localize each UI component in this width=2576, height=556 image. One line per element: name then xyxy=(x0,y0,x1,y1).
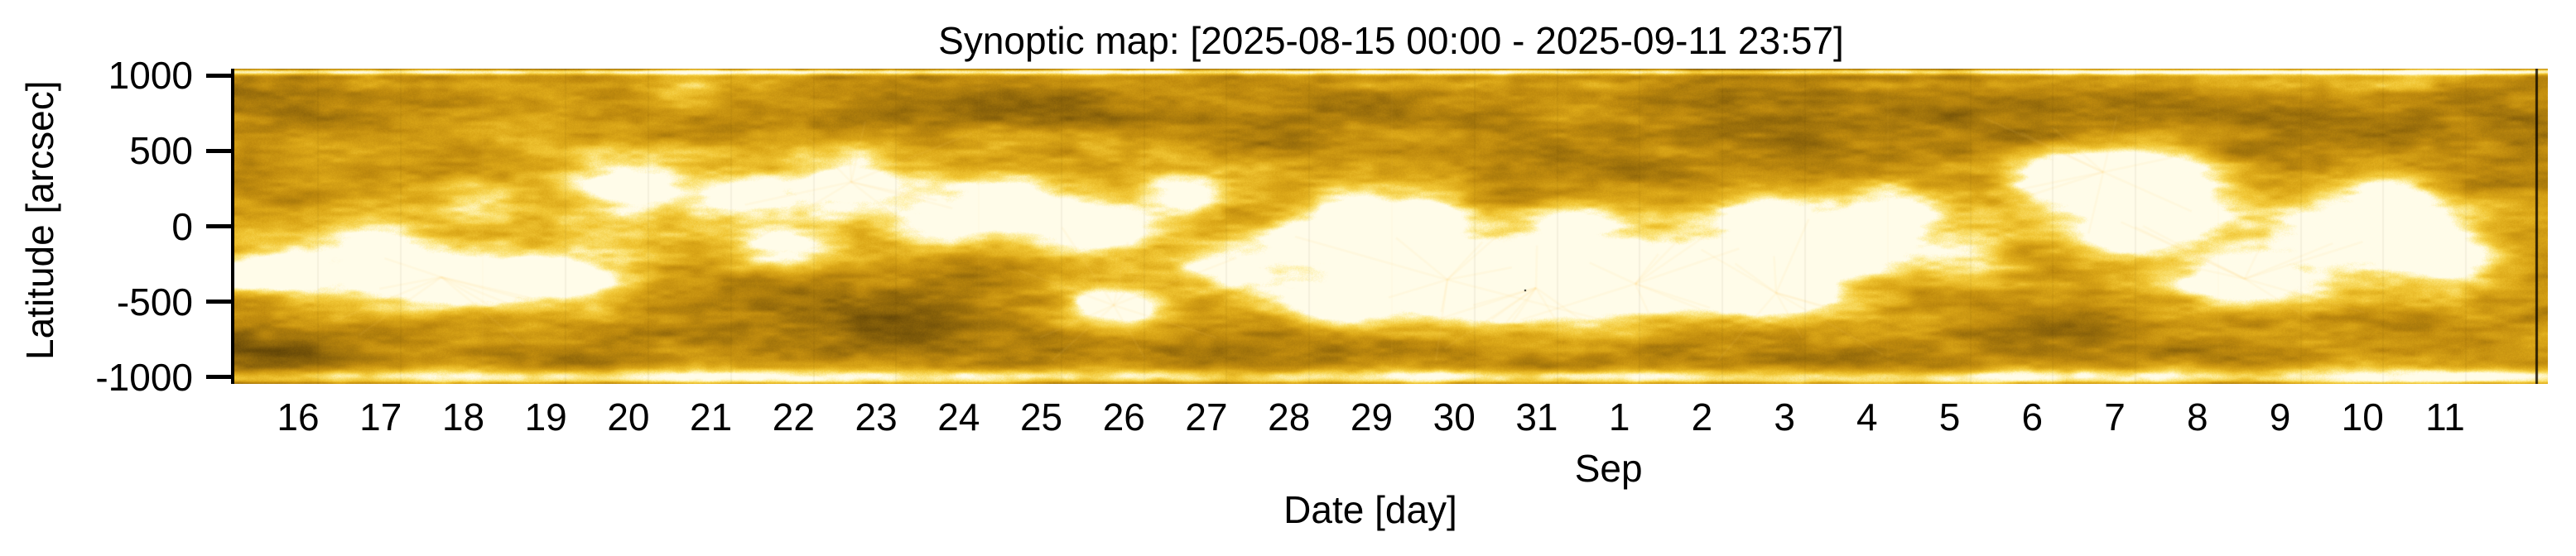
x-tick-label: 4 xyxy=(1856,395,1878,439)
x-tick-label: 26 xyxy=(1102,395,1145,439)
x-tick-label: 11 xyxy=(2425,395,2465,439)
x-axis-title: Date [day] xyxy=(1283,488,1457,531)
y-tick-label: -1000 xyxy=(95,355,193,399)
y-tick-mark xyxy=(206,300,232,304)
y-tick-mark xyxy=(206,73,232,78)
x-tick-label: 30 xyxy=(1432,395,1476,439)
x-tick-label: 7 xyxy=(2104,395,2126,439)
x-tick-label: 2 xyxy=(1691,395,1713,439)
x-axis-month-label: Sep xyxy=(1574,447,1643,490)
x-tick-label: 25 xyxy=(1019,395,1063,439)
x-tick-label: 29 xyxy=(1350,395,1394,439)
x-tick-label: 24 xyxy=(937,395,980,439)
x-tick-label: 5 xyxy=(1938,395,1961,439)
x-tick-label: 17 xyxy=(359,395,402,439)
chart-title: Synoptic map: [2025-08-15 00:00 - 2025-0… xyxy=(938,19,1844,62)
x-tick-label: 18 xyxy=(441,395,485,439)
x-tick-label: 27 xyxy=(1185,395,1228,439)
x-tick-label: 20 xyxy=(607,395,650,439)
y-tick-label: 0 xyxy=(171,204,193,248)
x-tick-label: 3 xyxy=(1774,395,1795,439)
x-tick-label: 23 xyxy=(855,395,898,439)
y-tick-mark xyxy=(206,148,232,153)
x-tick-label: 8 xyxy=(2186,395,2208,439)
x-tick-label: 10 xyxy=(2341,395,2384,439)
x-tick-label: 6 xyxy=(2021,395,2044,439)
x-tick-label: 21 xyxy=(690,395,733,439)
y-tick-label: 1000 xyxy=(108,54,193,98)
x-tick-label: 28 xyxy=(1268,395,1311,439)
y-tick-mark xyxy=(206,224,232,228)
synoptic-map-image xyxy=(234,69,2548,384)
x-tick-label: 19 xyxy=(524,395,567,439)
y-tick-label: -500 xyxy=(116,280,193,324)
y-axis-line xyxy=(231,69,234,384)
x-tick-label: 31 xyxy=(1515,395,1558,439)
x-tick-label: 9 xyxy=(2269,395,2291,439)
y-tick-label: 500 xyxy=(129,129,193,173)
x-tick-label: 22 xyxy=(772,395,815,439)
x-tick-label: 16 xyxy=(277,395,320,439)
x-tick-label: 1 xyxy=(1608,395,1630,439)
y-tick-mark xyxy=(206,375,232,380)
